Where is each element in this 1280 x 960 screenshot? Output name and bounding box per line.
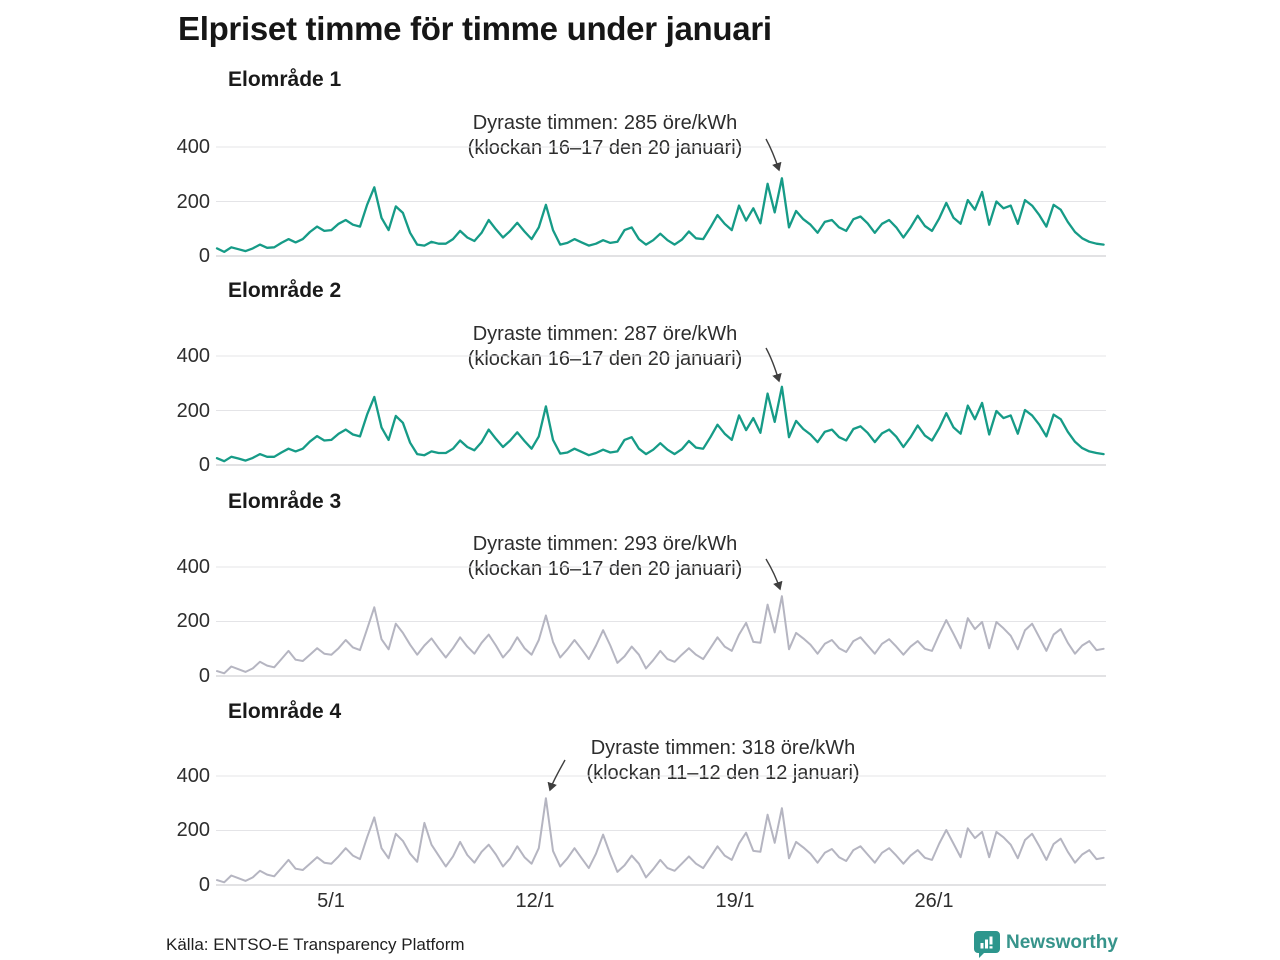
- chart-4-plot: [216, 759, 1106, 886]
- annotation-arrow: [765, 558, 783, 591]
- chart-2-plot: [215, 347, 1106, 466]
- annotation-line2: (klockan 16–17 den 20 januari): [467, 137, 743, 159]
- annotation-arrow: [547, 759, 566, 792]
- price-line-se3: [216, 595, 1105, 675]
- price-line-se1: [215, 177, 1105, 254]
- annotation-arrow: [765, 347, 782, 383]
- annotation-arrow: [765, 138, 782, 172]
- ytick-200: 200: [176, 400, 210, 422]
- annotation-line1: Dyraste timmen: 287 öre/kWh: [472, 323, 738, 345]
- chart-3-title: Elområde 3: [228, 490, 342, 513]
- xtick-12-1: 12/1: [515, 890, 555, 912]
- ytick-0: 0: [198, 245, 210, 267]
- ytick-400: 400: [176, 556, 210, 578]
- price-line-se2: [215, 385, 1105, 463]
- chart-4-title: Elområde 4: [228, 700, 342, 723]
- annotation-line2: (klockan 16–17 den 20 januari): [467, 348, 743, 370]
- annotation-line2: (klockan 16–17 den 20 januari): [467, 558, 743, 580]
- xtick-26-1: 26/1: [914, 890, 954, 912]
- ytick-400: 400: [176, 136, 210, 158]
- chart-2-annotation: Dyraste timmen: 287 öre/kWh (klockan 16–…: [430, 322, 780, 372]
- chart-1-plot: [215, 138, 1106, 257]
- ytick-0: 0: [198, 874, 210, 896]
- ytick-200: 200: [176, 191, 210, 213]
- price-line-se4: [216, 797, 1105, 884]
- annotation-line1: Dyraste timmen: 318 öre/kWh: [590, 737, 856, 759]
- chart-1-annotation: Dyraste timmen: 285 öre/kWh (klockan 16–…: [430, 111, 780, 161]
- newsworthy-logo-icon: [974, 931, 1000, 958]
- chart-2-title: Elområde 2: [228, 279, 342, 302]
- xtick-19-1: 19/1: [715, 890, 755, 912]
- ytick-200: 200: [176, 819, 210, 841]
- annotation-line1: Dyraste timmen: 293 öre/kWh: [472, 533, 738, 555]
- chart-3-annotation: Dyraste timmen: 293 öre/kWh (klockan 16–…: [430, 532, 780, 582]
- ytick-0: 0: [198, 454, 210, 476]
- annotation-line1: Dyraste timmen: 285 öre/kWh: [472, 112, 738, 134]
- source-note: Källa: ENTSO-E Transparency Platform: [166, 935, 465, 954]
- ytick-0: 0: [198, 665, 210, 687]
- chart-3-plot: [216, 558, 1106, 677]
- ytick-400: 400: [176, 345, 210, 367]
- newsworthy-logo-text: Newsworthy: [1006, 932, 1118, 953]
- xtick-5-1: 5/1: [317, 890, 345, 912]
- annotation-line2: (klockan 11–12 den 12 januari): [586, 762, 860, 784]
- ytick-200: 200: [176, 610, 210, 632]
- page-title: Elpriset timme för timme under januari: [178, 10, 772, 47]
- chart-4-annotation: Dyraste timmen: 318 öre/kWh (klockan 11–…: [548, 736, 898, 786]
- ytick-400: 400: [176, 765, 210, 787]
- chart-1-title: Elområde 1: [228, 68, 342, 91]
